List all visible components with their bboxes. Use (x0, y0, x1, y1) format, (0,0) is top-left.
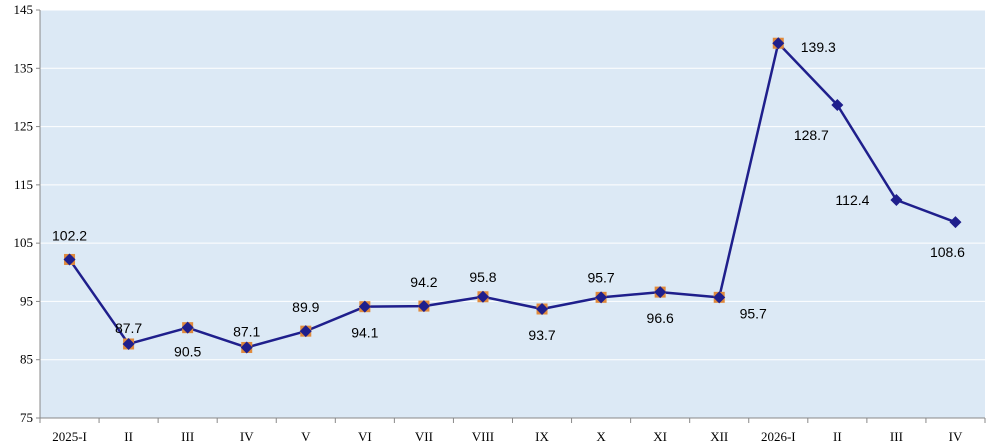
data-label: 94.1 (351, 325, 378, 341)
x-tick-label: VI (358, 429, 372, 444)
data-label: 139.3 (801, 39, 836, 55)
data-point (536, 303, 549, 316)
data-point (890, 194, 903, 207)
data-label: 95.7 (587, 269, 614, 285)
y-tick-label: 135 (14, 60, 34, 75)
x-tick-label: XII (710, 429, 728, 444)
data-label: 90.5 (174, 344, 201, 360)
data-label: 95.8 (469, 269, 496, 285)
data-label: 89.9 (292, 299, 319, 315)
y-tick-label: 125 (14, 119, 34, 134)
data-point (595, 291, 608, 304)
y-tick-label: 115 (14, 177, 33, 192)
x-tick-label: IX (535, 429, 549, 444)
data-point (122, 337, 135, 350)
data-label: 96.6 (647, 310, 674, 326)
y-tick-label: 145 (14, 2, 34, 17)
data-point (713, 291, 726, 304)
x-tick-label: III (890, 429, 903, 444)
data-label: 94.2 (410, 274, 437, 290)
data-point (358, 300, 371, 313)
x-tick-label: VIII (472, 429, 494, 444)
data-point (63, 253, 76, 266)
data-point (299, 325, 312, 338)
y-tick-label: 95 (20, 293, 33, 308)
x-tick-label: IV (949, 429, 963, 444)
x-tick-label: III (181, 429, 194, 444)
data-point (181, 321, 194, 334)
plot-area (40, 10, 985, 418)
series-line (68, 41, 956, 349)
data-point (240, 341, 253, 354)
data-point (654, 286, 667, 299)
x-tick-label: II (833, 429, 842, 444)
x-tick-label: 2025-I (52, 429, 87, 444)
data-point (831, 99, 844, 112)
data-label: 87.1 (233, 323, 260, 339)
data-label: 108.6 (930, 244, 965, 260)
data-label: 112.4 (835, 192, 869, 208)
y-tick-label: 85 (20, 352, 33, 367)
x-tick-label: V (301, 429, 311, 444)
data-point (772, 37, 785, 50)
x-tick-label: 2026-I (761, 429, 796, 444)
data-label: 102.2 (52, 227, 87, 243)
x-tick-label: IV (240, 429, 254, 444)
data-label: 95.7 (740, 305, 767, 321)
x-tick-label: VII (415, 429, 433, 444)
data-label: 128.7 (794, 127, 829, 143)
data-point (417, 300, 430, 313)
x-tick-label: II (124, 429, 133, 444)
data-label: 93.7 (528, 327, 555, 343)
x-tick-label: X (596, 429, 606, 444)
data-point (949, 216, 962, 229)
data-label: 87.7 (115, 320, 142, 336)
data-point (476, 290, 489, 303)
y-tick-label: 75 (20, 410, 33, 425)
x-tick-label: XI (653, 429, 667, 444)
y-tick-label: 105 (14, 235, 34, 250)
